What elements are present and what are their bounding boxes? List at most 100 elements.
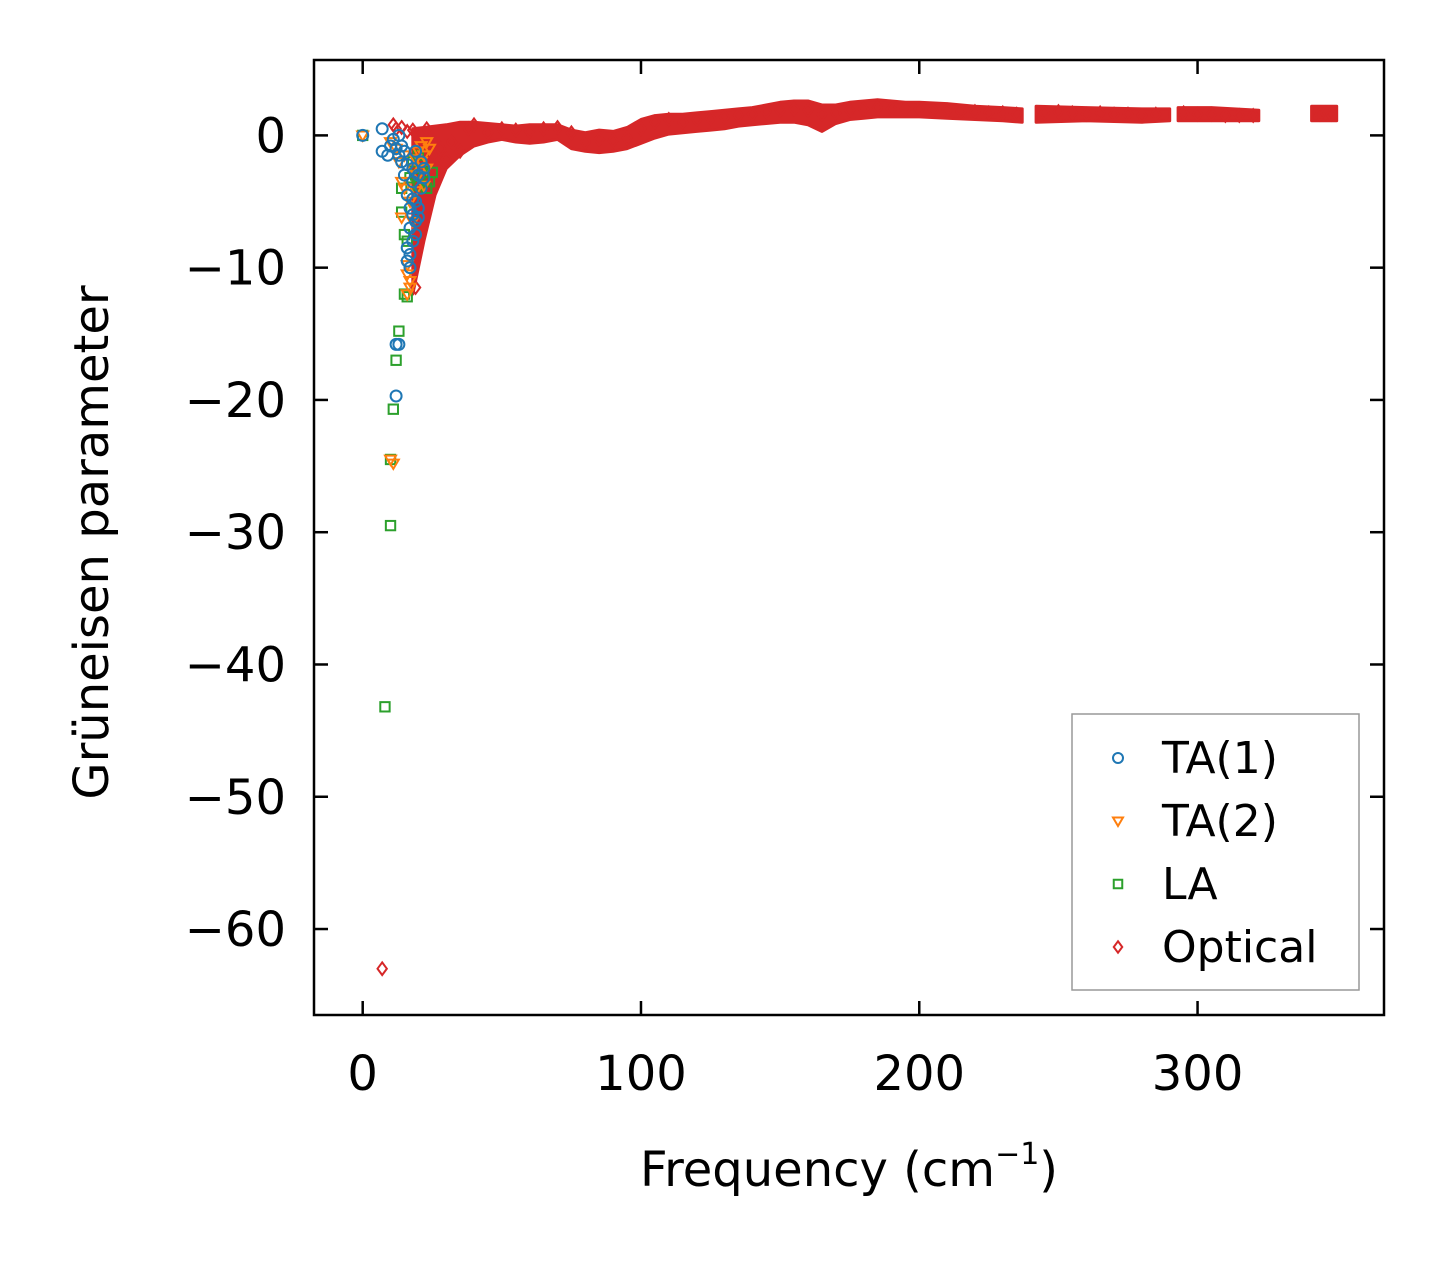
data-point [704, 110, 717, 127]
data-point [1314, 106, 1326, 123]
data-point [387, 403, 399, 415]
data-point [440, 151, 453, 168]
data-point [1247, 107, 1260, 124]
data-point [400, 254, 414, 268]
data-point [409, 279, 422, 296]
data-point [648, 114, 661, 131]
data-point [969, 103, 981, 120]
data-point [871, 99, 884, 116]
data-point [509, 122, 522, 139]
data-point [1052, 103, 1065, 120]
data-point [454, 143, 467, 160]
data-point [1325, 106, 1338, 123]
data-point [1010, 106, 1023, 123]
data-point [406, 192, 420, 206]
data-point [774, 102, 787, 119]
data-point [422, 143, 437, 157]
series-optical [376, 99, 1338, 977]
data-point [392, 337, 406, 351]
data-point [843, 102, 856, 119]
data-point [551, 119, 564, 136]
data-point [376, 960, 389, 977]
data-point [403, 261, 417, 275]
data-point [409, 195, 423, 209]
data-point [402, 276, 418, 289]
data-point [1122, 106, 1134, 123]
data-point [537, 120, 550, 137]
data-point [1038, 104, 1051, 121]
y-tick-label: 0 [255, 108, 286, 164]
optical-band-2 [1176, 106, 1261, 123]
data-point [401, 123, 414, 140]
data-point [690, 111, 703, 128]
y-tick-label: −60 [185, 902, 286, 958]
data-point [395, 119, 408, 136]
data-point [1219, 107, 1232, 124]
plot-frame [312, 58, 1386, 1017]
optical-band-0 [411, 98, 1024, 296]
data-point [482, 124, 494, 141]
data-point [402, 282, 418, 295]
data-point [885, 100, 898, 117]
data-point [927, 102, 940, 119]
data-point [390, 354, 402, 366]
data-point [1149, 106, 1162, 123]
data-point [399, 289, 415, 302]
data-point [1191, 106, 1204, 123]
x-tick-label: 100 [595, 1046, 687, 1102]
data-point [411, 201, 425, 215]
data-point [394, 212, 409, 225]
data-point [386, 458, 401, 471]
data-point [579, 134, 592, 151]
data-point [955, 103, 967, 120]
data-point [565, 124, 578, 141]
data-point [523, 123, 536, 140]
data-point [355, 130, 370, 143]
data-point [1135, 107, 1148, 124]
data-point [389, 389, 403, 403]
legend-marker-ta-1 [1112, 752, 1124, 764]
data-point [621, 130, 633, 147]
series-ta-2- [355, 130, 437, 471]
data-point [996, 104, 1009, 121]
data-point [1080, 106, 1093, 123]
data-point [607, 132, 620, 149]
data-point [1094, 104, 1107, 121]
data-point [406, 234, 420, 248]
data-point [829, 104, 842, 121]
data-point [379, 701, 391, 713]
x-axis-label-main: Frequency (cm [640, 1142, 995, 1198]
legend-marker-ta-2 [1111, 816, 1125, 828]
data-point [941, 102, 954, 119]
data-point [434, 140, 447, 157]
x-axis-label: Frequency (cm−1) [640, 1137, 1058, 1198]
data-point [420, 120, 433, 137]
data-point [1205, 106, 1218, 123]
legend: TA(1) TA(2) LA Optical [1071, 713, 1360, 991]
data-point [409, 228, 423, 242]
legend-label-la: LA [1162, 859, 1218, 910]
data-point [635, 120, 647, 137]
data-point [662, 111, 675, 128]
legend-marker-la [1112, 878, 1124, 890]
data-point [417, 161, 431, 175]
plot-inner [355, 98, 1339, 977]
data-point [403, 247, 417, 261]
data-point [1177, 104, 1190, 121]
data-point [899, 100, 912, 117]
data-point [718, 108, 731, 125]
x-tick-label: 200 [873, 1046, 965, 1102]
legend-label-ta-2: TA(2) [1161, 796, 1278, 847]
data-point [1108, 106, 1120, 123]
data-point [913, 100, 926, 117]
data-point [1066, 104, 1079, 121]
plot-area [355, 98, 1339, 977]
data-point [802, 102, 814, 119]
data-point [495, 120, 508, 137]
y-tick-label: −10 [185, 241, 286, 297]
y-tick-label: −50 [185, 770, 286, 826]
data-point [468, 116, 480, 133]
x-tick-label: 300 [1152, 1046, 1244, 1102]
axes: 0 100 200 300 0 −10 −20 −30 −40 −50 −60 [185, 58, 1386, 1102]
